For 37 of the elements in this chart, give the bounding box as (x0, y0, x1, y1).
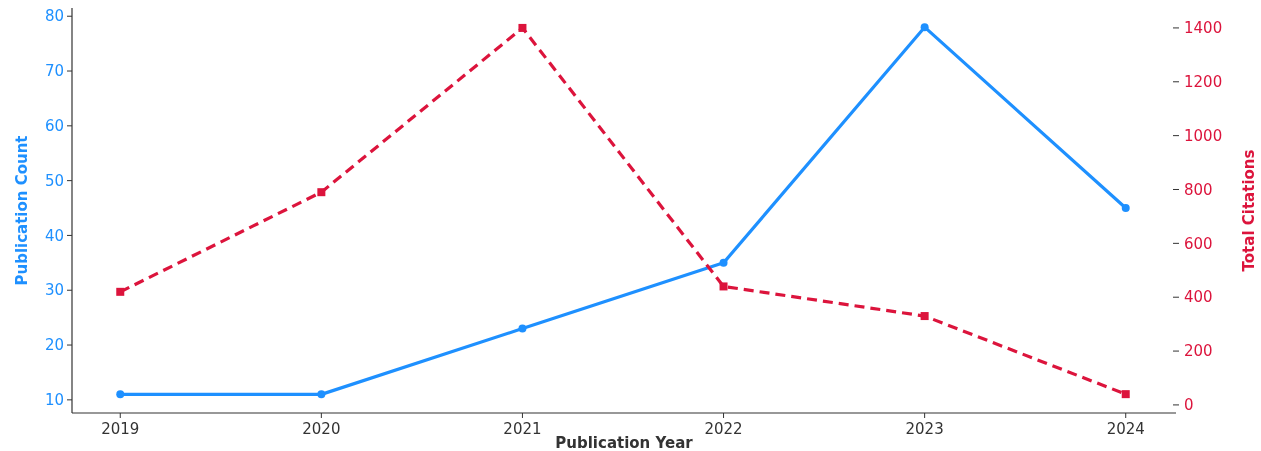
point (1121, 390, 1130, 399)
y-tick-label: 60 (44, 117, 64, 136)
y-tick-label: 20 (44, 336, 64, 355)
point (518, 23, 527, 32)
point (116, 390, 125, 399)
x-axis-title: Publication Year (555, 434, 694, 451)
y2-tick-label: 1400 (1184, 19, 1223, 38)
y-tick-label: 10 (44, 391, 64, 410)
point (317, 390, 326, 399)
y2-tick-label: 1000 (1184, 126, 1223, 145)
x-tick-label: 2020 (302, 420, 341, 438)
y-tick-label: 30 (44, 281, 64, 300)
y-tick-label: 50 (44, 171, 64, 190)
point (920, 312, 929, 321)
x-tick-label: 2022 (704, 420, 743, 438)
point (920, 23, 929, 32)
point (719, 282, 728, 291)
point (1121, 204, 1130, 213)
y2-tick-label: 800 (1184, 180, 1213, 199)
point (518, 324, 527, 333)
y2-tick-label: 200 (1184, 342, 1213, 361)
y-tick-label: 70 (44, 62, 64, 81)
y2-tick-label: 400 (1184, 288, 1213, 307)
y-tick-label: 40 (44, 226, 64, 245)
y2-tick-label: 1200 (1184, 73, 1223, 92)
x-tick-label: 2024 (1106, 420, 1145, 438)
x-tick-label: 2023 (905, 420, 944, 438)
point (317, 188, 326, 197)
x-tick-label: 2019 (101, 420, 140, 438)
y2-tick-label: 0 (1184, 396, 1194, 415)
y-tick-label: 80 (44, 7, 64, 26)
point (719, 258, 728, 267)
y2-axis-title: Total Citations (1240, 149, 1258, 272)
point (116, 287, 125, 296)
y-axis-title: Publication Count (13, 135, 31, 286)
y2-tick-label: 600 (1184, 234, 1213, 253)
x-tick-label: 2021 (503, 420, 542, 438)
